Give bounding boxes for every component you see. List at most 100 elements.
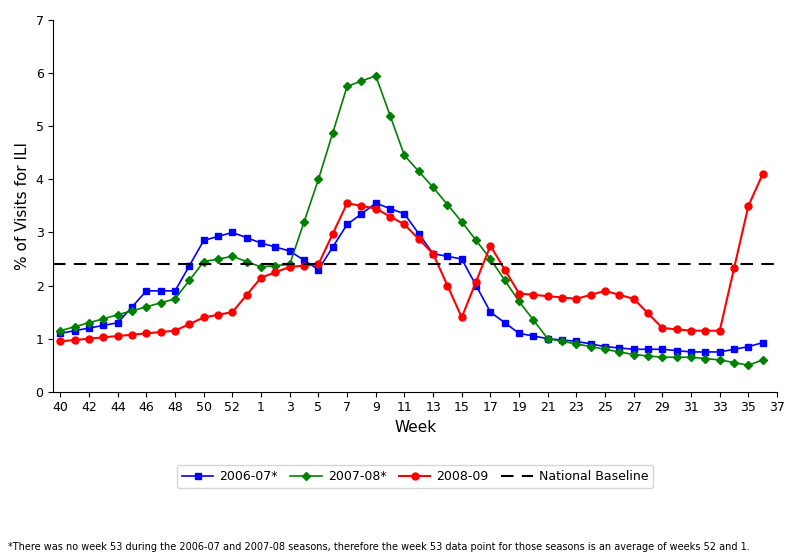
2007-08*	[614, 349, 624, 355]
2007-08*	[428, 184, 438, 191]
2008-09	[299, 262, 309, 269]
National Baseline	[56, 261, 66, 268]
2007-08*	[414, 168, 423, 175]
2006-07*	[572, 338, 582, 345]
2008-09	[701, 328, 710, 334]
National Baseline	[70, 261, 79, 268]
2007-08*	[529, 317, 538, 324]
2008-09	[558, 294, 567, 301]
2007-08*	[228, 253, 238, 259]
Y-axis label: % of Visits for ILI: % of Visits for ILI	[15, 142, 30, 270]
2008-09	[414, 235, 423, 242]
2006-07*	[84, 325, 94, 331]
2007-08*	[256, 263, 266, 270]
2006-07*	[127, 304, 137, 310]
2008-09	[686, 328, 696, 334]
2006-07*	[156, 287, 166, 294]
2006-07*	[214, 233, 223, 240]
2008-09	[586, 291, 595, 298]
2007-08*	[672, 354, 682, 360]
2007-08*	[457, 219, 466, 225]
2006-07*	[586, 340, 595, 347]
2008-09	[629, 296, 638, 302]
2006-07*	[56, 330, 66, 336]
2007-08*	[743, 362, 753, 369]
2008-09	[529, 291, 538, 298]
2007-08*	[142, 304, 151, 310]
2008-09	[715, 328, 725, 334]
2006-07*	[686, 349, 696, 355]
2008-09	[743, 203, 753, 209]
2006-07*	[629, 346, 638, 353]
2007-08*	[56, 328, 66, 334]
2006-07*	[98, 322, 108, 329]
2008-09	[113, 333, 122, 339]
2007-08*	[543, 335, 553, 342]
2007-08*	[471, 237, 481, 244]
2006-07*	[199, 237, 209, 244]
2006-07*	[228, 229, 238, 236]
2006-07*	[643, 346, 653, 353]
2007-08*	[156, 300, 166, 306]
2007-08*	[342, 83, 352, 90]
2008-09	[386, 213, 395, 220]
2008-09	[672, 326, 682, 333]
2008-09	[156, 329, 166, 335]
2007-08*	[242, 258, 251, 265]
2006-07*	[614, 345, 624, 352]
2007-08*	[357, 78, 366, 84]
2006-07*	[658, 346, 667, 353]
2007-08*	[214, 256, 223, 262]
2006-07*	[730, 346, 739, 353]
2007-08*	[486, 256, 495, 262]
2008-09	[256, 274, 266, 281]
2008-09	[471, 278, 481, 285]
2006-07*	[256, 240, 266, 247]
2007-08*	[270, 262, 280, 269]
2007-08*	[170, 296, 180, 302]
2006-07*	[386, 205, 395, 212]
2008-09	[214, 311, 223, 318]
2008-09	[314, 261, 323, 268]
2007-08*	[113, 311, 122, 318]
2006-07*	[142, 287, 151, 294]
2006-07*	[758, 339, 767, 346]
2006-07*	[600, 343, 610, 350]
2008-09	[98, 334, 108, 341]
2007-08*	[500, 277, 510, 283]
2008-09	[270, 269, 280, 276]
2007-08*	[199, 258, 209, 265]
2006-07*	[285, 248, 294, 254]
2007-08*	[701, 355, 710, 362]
2007-08*	[127, 307, 137, 314]
2008-09	[643, 310, 653, 317]
2006-07*	[70, 328, 79, 334]
2008-09	[185, 321, 194, 328]
2006-07*	[113, 319, 122, 326]
2008-09	[428, 251, 438, 257]
2008-09	[56, 338, 66, 345]
2008-09	[758, 171, 767, 177]
2006-07*	[357, 210, 366, 217]
2006-07*	[414, 230, 423, 237]
2007-08*	[629, 351, 638, 358]
2008-09	[658, 325, 667, 331]
2007-08*	[185, 277, 194, 283]
2008-09	[486, 242, 495, 249]
2008-09	[70, 336, 79, 343]
2006-07*	[486, 309, 495, 315]
2007-08*	[299, 219, 309, 225]
2006-07*	[328, 244, 338, 251]
2006-07*	[428, 251, 438, 257]
2006-07*	[715, 349, 725, 355]
2006-07*	[471, 282, 481, 289]
2006-07*	[242, 234, 251, 241]
2007-08*	[758, 357, 767, 363]
2007-08*	[600, 346, 610, 353]
2006-07*	[185, 262, 194, 269]
2008-09	[170, 328, 180, 334]
2008-09	[127, 331, 137, 338]
2006-07*	[342, 221, 352, 228]
2008-09	[572, 296, 582, 302]
2007-08*	[285, 261, 294, 268]
